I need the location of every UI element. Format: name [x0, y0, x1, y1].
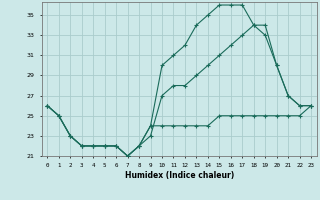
X-axis label: Humidex (Indice chaleur): Humidex (Indice chaleur) [124, 171, 234, 180]
